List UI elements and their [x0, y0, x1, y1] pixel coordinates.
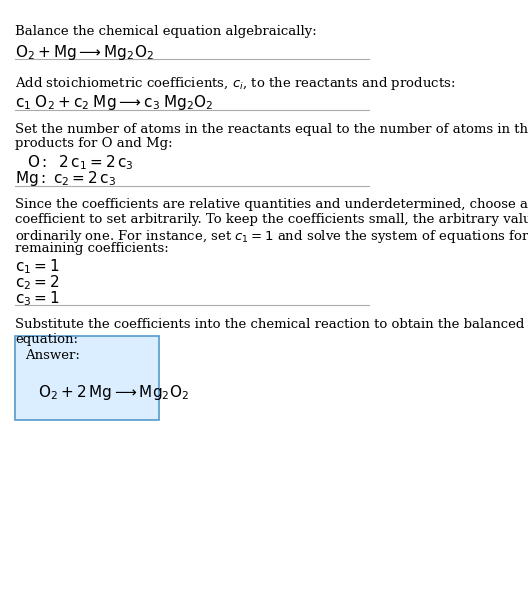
Text: $\mathsf{O:\;\; 2\,c_1 = 2\,c_3}$: $\mathsf{O:\;\; 2\,c_1 = 2\,c_3}$ [27, 153, 134, 172]
Text: remaining coefficients:: remaining coefficients: [15, 242, 169, 255]
Text: products for O and Mg:: products for O and Mg: [15, 137, 173, 150]
Text: coefficient to set arbitrarily. To keep the coefficients small, the arbitrary va: coefficient to set arbitrarily. To keep … [15, 213, 528, 226]
Text: $\mathsf{c_2 = 2}$: $\mathsf{c_2 = 2}$ [15, 274, 60, 292]
Text: Answer:: Answer: [25, 349, 80, 362]
Text: $\mathsf{c_3 = 1}$: $\mathsf{c_3 = 1}$ [15, 289, 60, 308]
Text: equation:: equation: [15, 333, 79, 346]
Text: Balance the chemical equation algebraically:: Balance the chemical equation algebraica… [15, 25, 317, 38]
FancyBboxPatch shape [15, 336, 158, 420]
Text: ordinarily one. For instance, set $c_1 = 1$ and solve the system of equations fo: ordinarily one. For instance, set $c_1 =… [15, 228, 528, 244]
Text: Substitute the coefficients into the chemical reaction to obtain the balanced: Substitute the coefficients into the che… [15, 318, 525, 331]
Text: Add stoichiometric coefficients, $c_i$, to the reactants and products:: Add stoichiometric coefficients, $c_i$, … [15, 75, 456, 92]
Text: $\mathsf{c_1 = 1}$: $\mathsf{c_1 = 1}$ [15, 258, 60, 277]
Text: $\mathsf{O_2 + Mg \longrightarrow Mg_2O_2}$: $\mathsf{O_2 + Mg \longrightarrow Mg_2O_… [15, 43, 154, 62]
Text: $\mathsf{Mg:\; c_2 = 2\,c_3}$: $\mathsf{Mg:\; c_2 = 2\,c_3}$ [15, 169, 117, 188]
Text: $\mathsf{c_1\; O_2 + c_2\; Mg \longrightarrow c_3\; Mg_2O_2}$: $\mathsf{c_1\; O_2 + c_2\; Mg \longright… [15, 93, 214, 112]
Text: $\mathsf{O_2 + 2\, Mg \longrightarrow Mg_2O_2}$: $\mathsf{O_2 + 2\, Mg \longrightarrow Mg… [38, 384, 189, 402]
Text: Since the coefficients are relative quantities and underdetermined, choose a: Since the coefficients are relative quan… [15, 198, 528, 211]
Text: Set the number of atoms in the reactants equal to the number of atoms in the: Set the number of atoms in the reactants… [15, 123, 528, 136]
